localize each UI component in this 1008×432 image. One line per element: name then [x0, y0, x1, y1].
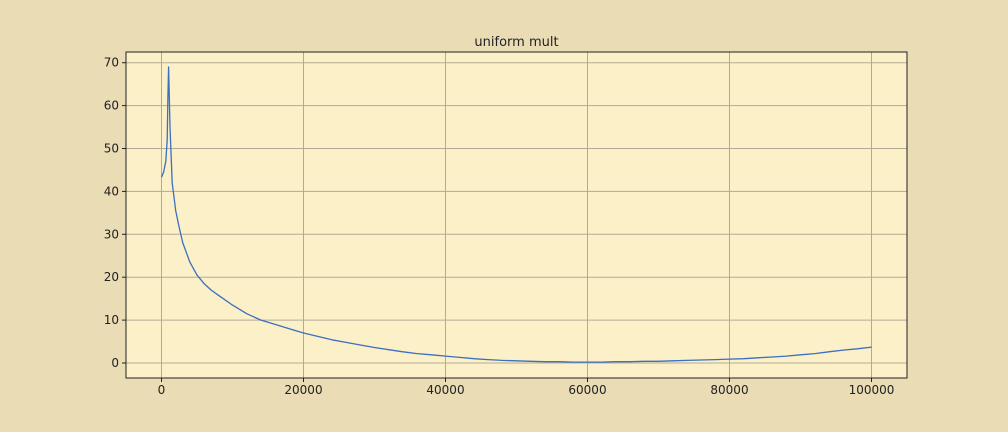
y-tick-label: 10	[104, 313, 119, 327]
x-tick-label: 100000	[849, 383, 895, 397]
y-tick-label: 60	[104, 99, 119, 113]
y-tick-label: 50	[104, 142, 119, 156]
series-layer	[160, 66, 872, 363]
series-line	[160, 66, 872, 363]
y-tick-label: 70	[104, 56, 119, 70]
y-tick-label: 30	[104, 227, 119, 241]
x-tick-label: 20000	[284, 383, 322, 397]
x-tick-label: 60000	[568, 383, 606, 397]
plot-area	[126, 52, 907, 378]
y-tick-label: 20	[104, 270, 119, 284]
y-tick-label: 0	[111, 356, 119, 370]
x-tick-label: 40000	[426, 383, 464, 397]
axis-ticks: 0 20000 40000 60000 80000 100000 0 10 20 30 40 50 60…	[104, 56, 895, 397]
x-tick-label: 0	[158, 383, 166, 397]
plot-frame	[125, 51, 908, 379]
chart-title: uniform mult	[474, 35, 558, 50]
x-tick-label: 80000	[710, 383, 748, 397]
grid-lines	[126, 52, 907, 378]
y-tick-label: 40	[104, 184, 119, 198]
